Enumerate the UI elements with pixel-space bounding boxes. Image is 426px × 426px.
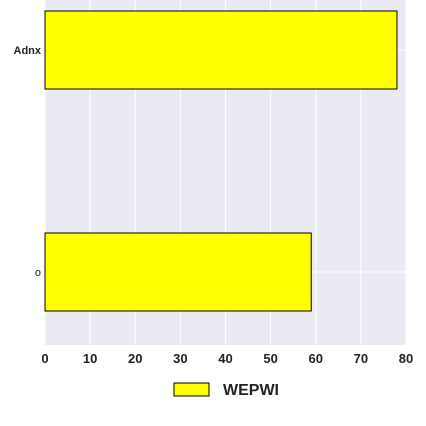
y-tick-label-0: Adnx [14,45,42,57]
y-tick-label-1: o [35,267,41,279]
bars [44,10,398,312]
x-axis-ticks: 0 10 20 30 40 50 60 70 80 [41,351,413,366]
legend-label: WEPWI [223,382,279,399]
x-tick-label-2: 20 [128,351,142,366]
legend-swatch [173,382,210,397]
x-tick-label-0: 0 [41,351,48,366]
y-axis-ticks: Adnx o [14,45,42,279]
x-tick-label-5: 50 [263,351,277,366]
x-tick-label-4: 40 [218,351,232,366]
bar-0 [44,10,398,90]
x-tick-label-7: 70 [354,351,368,366]
legend: WEPWI [173,382,279,399]
x-tick-label-8: 80 [399,351,413,366]
x-tick-label-6: 60 [309,351,323,366]
x-tick-label-1: 10 [83,351,97,366]
x-tick-label-3: 30 [173,351,187,366]
bar-1 [44,232,312,312]
